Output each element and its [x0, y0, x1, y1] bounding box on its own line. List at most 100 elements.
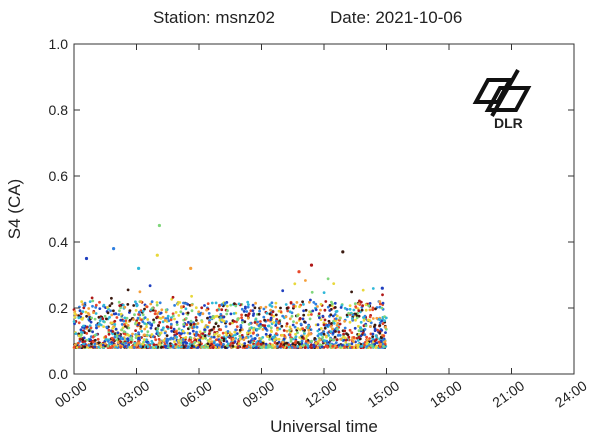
- data-point: [242, 344, 246, 348]
- data-point: [378, 305, 382, 309]
- data-point: [380, 306, 384, 310]
- outlier-point: [112, 247, 116, 251]
- outlier-point: [137, 266, 141, 270]
- data-point: [378, 318, 382, 321]
- data-point: [106, 344, 110, 348]
- data-point: [158, 333, 162, 337]
- data-point: [143, 316, 147, 319]
- data-point: [204, 346, 208, 349]
- data-point: [334, 330, 337, 333]
- data-point: [126, 337, 130, 341]
- data-point: [132, 346, 136, 349]
- data-point: [341, 336, 345, 339]
- data-point: [274, 301, 278, 305]
- data-point: [263, 318, 266, 322]
- data-point: [245, 310, 249, 313]
- data-point: [96, 337, 100, 341]
- data-point: [239, 324, 243, 327]
- data-point: [337, 330, 341, 334]
- data-point: [222, 319, 226, 323]
- data-point: [329, 325, 333, 328]
- data-point: [212, 335, 216, 339]
- data-point: [226, 309, 229, 313]
- data-point: [378, 345, 382, 349]
- data-point: [141, 313, 145, 317]
- data-point: [149, 346, 153, 349]
- data-point: [305, 334, 309, 338]
- data-point: [177, 339, 180, 342]
- x-tick-label: 21:00: [489, 377, 527, 410]
- data-point: [350, 338, 354, 341]
- data-point: [198, 338, 201, 342]
- data-point: [134, 329, 138, 332]
- data-point: [348, 304, 352, 307]
- data-point: [331, 344, 335, 348]
- data-point: [330, 322, 333, 325]
- data-point: [91, 304, 94, 308]
- data-point: [238, 334, 242, 338]
- data-point: [222, 337, 226, 341]
- data-point: [331, 314, 335, 318]
- data-point: [383, 340, 387, 343]
- data-point: [254, 346, 258, 349]
- data-point: [350, 346, 354, 349]
- data-point: [381, 301, 385, 305]
- data-point: [85, 314, 88, 318]
- data-point: [312, 345, 316, 348]
- data-point: [83, 345, 87, 349]
- data-point: [103, 314, 107, 318]
- data-point: [240, 316, 244, 320]
- data-point: [87, 307, 91, 310]
- data-point: [380, 336, 383, 340]
- data-point: [224, 331, 228, 335]
- x-tick-label: 09:00: [239, 377, 277, 410]
- data-point: [93, 317, 97, 321]
- data-point: [269, 326, 273, 330]
- data-point: [253, 321, 257, 324]
- data-point: [118, 304, 122, 307]
- data-point: [371, 335, 375, 338]
- outlier-point: [380, 286, 384, 290]
- data-point: [322, 332, 326, 336]
- data-point: [192, 325, 196, 329]
- data-point: [190, 303, 194, 307]
- data-point: [334, 341, 338, 344]
- data-point: [182, 305, 185, 308]
- data-point: [133, 313, 136, 317]
- data-point: [296, 314, 299, 318]
- data-point: [383, 319, 386, 322]
- data-point: [269, 316, 273, 320]
- data-point: [317, 340, 320, 343]
- data-point: [206, 342, 210, 345]
- data-point: [295, 301, 299, 304]
- data-point: [277, 337, 281, 341]
- data-point: [132, 318, 135, 321]
- data-point: [233, 302, 236, 305]
- data-point: [156, 327, 160, 331]
- data-point: [218, 303, 221, 307]
- data-point: [221, 331, 225, 335]
- data-point: [268, 312, 272, 316]
- data-point: [189, 323, 193, 326]
- data-point: [164, 345, 168, 348]
- data-point: [102, 303, 106, 307]
- data-point: [113, 319, 117, 323]
- data-point: [306, 326, 310, 330]
- data-point: [357, 309, 361, 313]
- data-point: [116, 331, 120, 335]
- data-point: [247, 303, 250, 306]
- data-point: [182, 322, 186, 326]
- data-point: [350, 342, 354, 346]
- data-point: [108, 315, 111, 319]
- data-point: [208, 321, 211, 324]
- data-point: [124, 341, 128, 345]
- data-point: [150, 333, 154, 336]
- data-point: [264, 327, 268, 331]
- data-point: [384, 316, 388, 320]
- data-point: [237, 342, 241, 345]
- data-point: [138, 290, 142, 294]
- data-point: [313, 337, 317, 340]
- data-point: [194, 306, 198, 310]
- data-point: [331, 327, 334, 331]
- data-point: [92, 311, 95, 314]
